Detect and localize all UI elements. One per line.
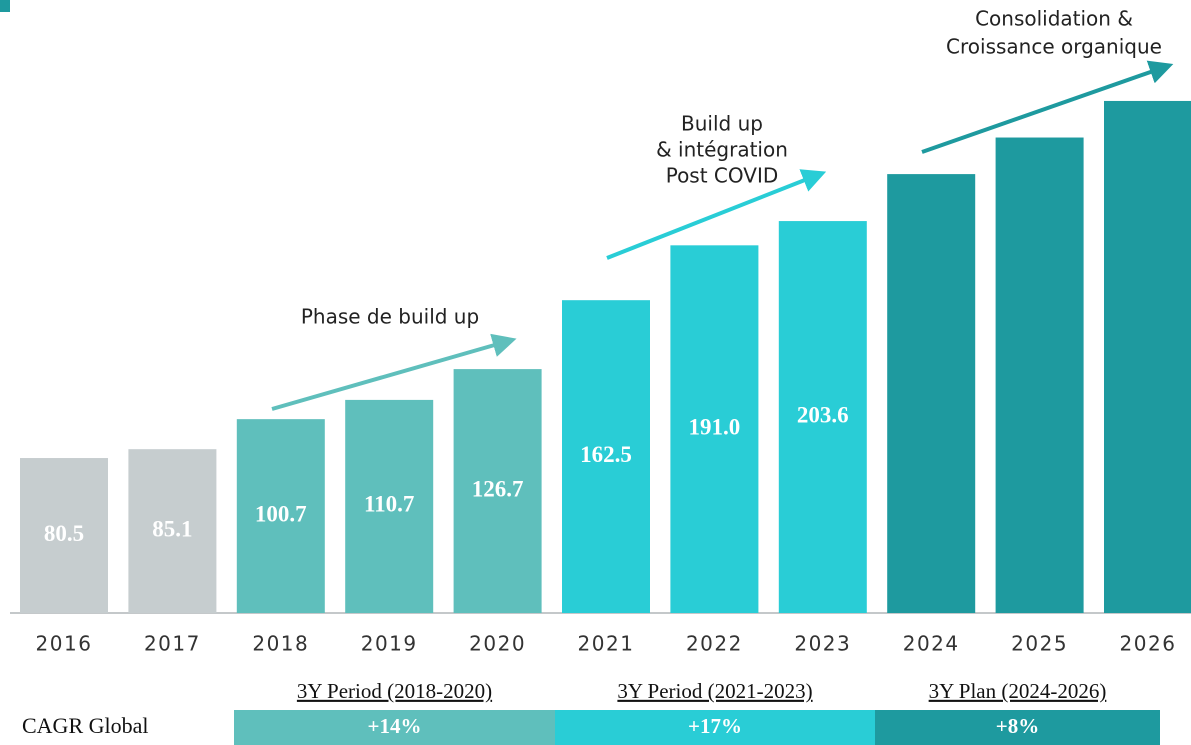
value-label: 126.7 [472,476,524,501]
x-tick-label: 2017 [144,632,201,656]
bar [995,137,1084,613]
cagr-cell [875,710,1160,745]
annotation: Croissance organique [946,35,1162,59]
bar [778,221,867,613]
value-label: 80.5 [44,521,84,546]
period-label: 3Y Period (2018-2020) [297,679,492,703]
bar [562,300,650,613]
bar [887,174,976,613]
x-tick-label: 2025 [1011,632,1068,656]
bar [236,419,325,613]
annotation: Phase de build up [301,305,479,329]
cagr-value: +8% [996,714,1039,738]
annotation: Build up [681,112,763,136]
cagr-cell [555,710,875,745]
bar [1104,100,1191,613]
row-label: CAGR Global [22,713,149,738]
x-tick-label: 2018 [252,632,309,656]
bar [128,449,217,613]
annotation: Consolidation & [975,7,1133,31]
value-label: 162.5 [580,442,632,467]
cagr-value: +14% [368,714,422,738]
bar [670,245,759,613]
annotation: & intégration [656,138,788,162]
x-tick-label: 2019 [361,632,418,656]
period-label: 3Y Period (2021-2023) [617,679,812,703]
trend-arrow [921,60,1174,154]
x-tick-label: 2020 [469,632,526,656]
bar [20,458,108,613]
corner-mark [0,0,10,12]
x-tick-label: 2024 [903,632,960,656]
value-label: 100.7 [255,501,307,526]
bar [453,369,542,613]
trend-arrow [271,333,517,411]
trend-arrow [606,169,827,260]
annotation: Post COVID [666,164,779,188]
cagr-cell [234,710,555,745]
period-label: 3Y Plan (2024-2026) [929,679,1107,703]
bar [345,399,434,613]
value-label: 110.7 [364,492,414,517]
value-label: 191.0 [689,414,741,439]
x-tick-label: 2022 [686,632,743,656]
x-tick-label: 2026 [1120,632,1177,656]
x-tick-label: 2023 [794,632,851,656]
x-tick-label: 2021 [578,632,635,656]
value-label: 203.6 [797,402,849,427]
value-label: 85.1 [152,516,192,541]
x-tick-label: 2016 [36,632,93,656]
cagr-value: +17% [688,714,742,738]
